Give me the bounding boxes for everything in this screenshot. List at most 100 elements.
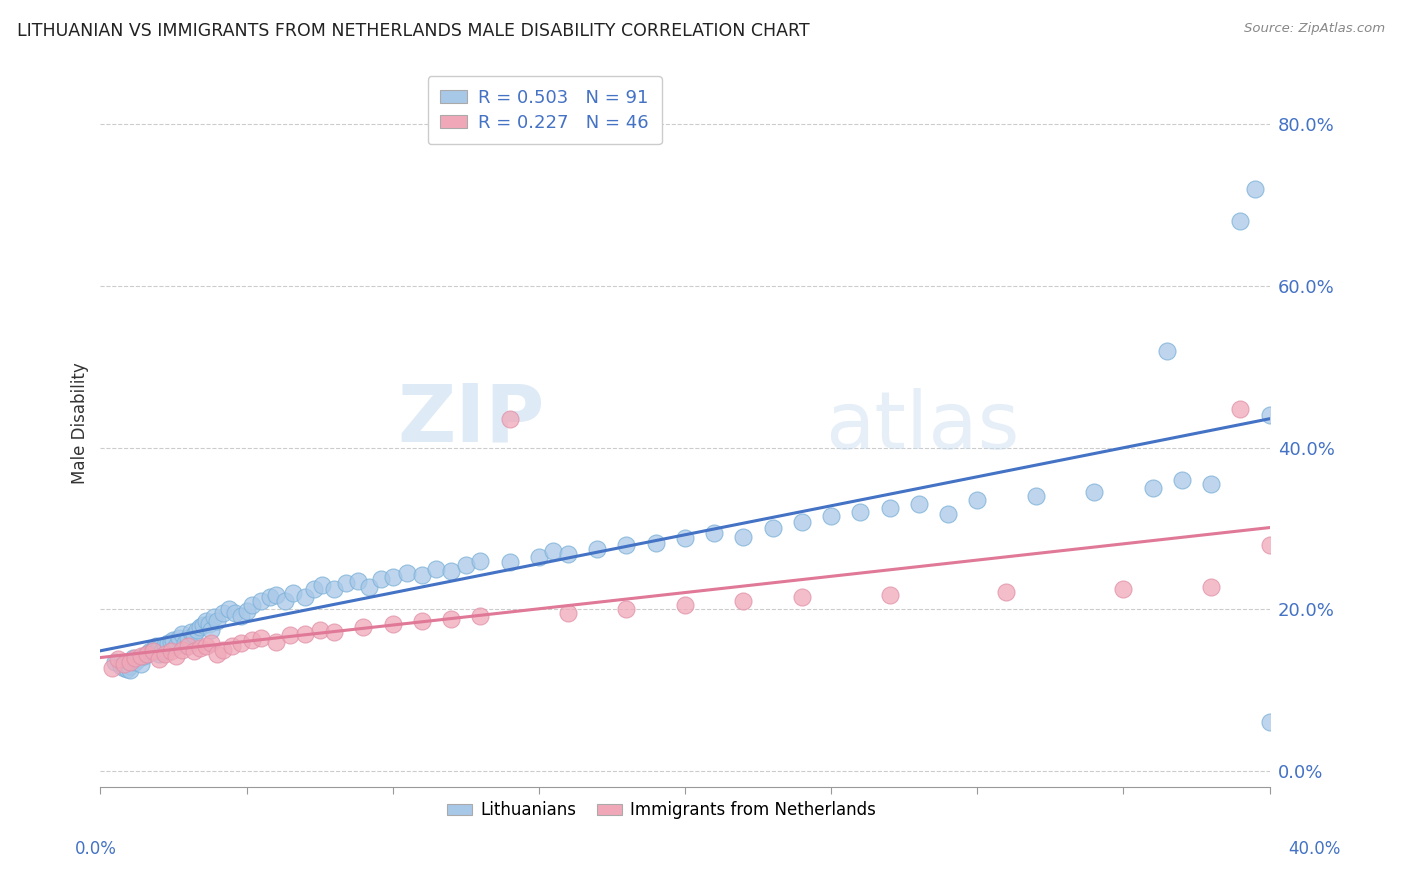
Point [1229,401,1251,416]
Point [440,612,463,626]
Point [283,586,305,600]
Point [200,623,222,637]
Point [557,547,579,561]
Point [159,634,181,648]
Point [250,594,273,608]
Point [411,568,433,582]
Point [197,616,219,631]
Point [188,641,211,656]
Point [142,644,165,658]
Point [139,644,162,658]
Point [194,639,217,653]
Point [790,515,813,529]
Point [115,662,138,676]
Point [280,628,302,642]
Point [183,644,205,658]
Point [346,574,368,588]
Point [616,538,638,552]
Point [194,615,217,629]
Point [145,639,167,653]
Text: 0.0%: 0.0% [75,840,117,858]
Point [308,623,330,637]
Text: ZIP: ZIP [398,381,544,458]
Point [240,599,263,613]
Point [172,642,194,657]
Point [703,525,725,540]
Point [229,636,252,650]
Point [616,602,638,616]
Point [118,663,141,677]
Point [118,659,141,673]
Point [250,631,273,645]
Point [1258,409,1281,423]
Point [1199,477,1222,491]
Point [381,616,404,631]
Point [1171,473,1194,487]
Point [180,624,202,639]
Point [159,644,181,658]
Point [673,531,696,545]
Point [229,608,252,623]
Text: atlas: atlas [825,388,1019,466]
Text: LITHUANIAN VS IMMIGRANTS FROM NETHERLANDS MALE DISABILITY CORRELATION CHART: LITHUANIAN VS IMMIGRANTS FROM NETHERLAND… [17,22,810,40]
Point [411,615,433,629]
Point [440,564,463,578]
Point [879,501,901,516]
Point [148,652,170,666]
Point [107,652,129,666]
Point [169,631,191,645]
Point [425,562,447,576]
Point [470,608,492,623]
Point [381,570,404,584]
Point [790,590,813,604]
Point [1199,580,1222,594]
Point [134,649,156,664]
Point [218,602,240,616]
Point [112,660,135,674]
Point [1229,214,1251,228]
Point [1244,182,1267,196]
Point [235,604,257,618]
Point [118,655,141,669]
Point [311,578,333,592]
Y-axis label: Male Disability: Male Disability [72,362,89,484]
Point [527,549,550,564]
Point [156,636,179,650]
Point [136,647,159,661]
Point [207,647,229,661]
Point [142,642,165,657]
Point [335,576,357,591]
Point [124,655,146,669]
Point [121,650,143,665]
Point [1258,715,1281,730]
Point [129,649,152,664]
Point [129,657,152,672]
Point [302,582,325,596]
Point [1258,538,1281,552]
Point [264,634,287,648]
Point [177,631,200,645]
Point [470,554,492,568]
Point [127,652,149,666]
Point [207,615,229,629]
Point [183,628,205,642]
Point [1083,485,1105,500]
Point [733,594,755,608]
Point [177,639,200,653]
Point [224,607,246,621]
Point [673,599,696,613]
Point [586,541,609,556]
Point [212,642,235,657]
Point [191,618,214,632]
Point [264,588,287,602]
Point [136,647,159,661]
Point [221,639,243,653]
Point [1112,582,1135,596]
Point [879,588,901,602]
Text: Source: ZipAtlas.com: Source: ZipAtlas.com [1244,22,1385,36]
Point [240,633,263,648]
Text: 40.0%: 40.0% [1288,840,1341,858]
Point [454,558,477,572]
Point [849,505,872,519]
Point [101,660,124,674]
